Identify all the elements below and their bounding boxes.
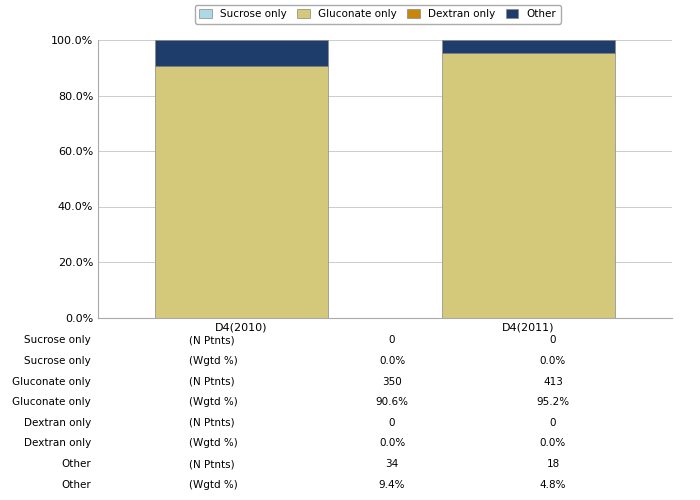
Text: Dextran only: Dextran only	[24, 418, 91, 428]
Text: 0: 0	[389, 418, 396, 428]
Text: 413: 413	[543, 376, 563, 386]
Text: (N Ptnts): (N Ptnts)	[189, 418, 234, 428]
Bar	[155, 66, 328, 318]
Text: 0.0%: 0.0%	[379, 356, 405, 366]
Text: 0: 0	[550, 336, 556, 345]
Bar	[442, 54, 615, 318]
Text: (N Ptnts): (N Ptnts)	[189, 459, 234, 469]
Text: 350: 350	[382, 376, 402, 386]
Text: 0.0%: 0.0%	[540, 438, 566, 448]
Text: (Wgtd %): (Wgtd %)	[189, 480, 238, 490]
Text: 95.2%: 95.2%	[536, 397, 570, 407]
Text: (Wgtd %): (Wgtd %)	[189, 397, 238, 407]
Text: Sucrose only: Sucrose only	[25, 356, 91, 366]
Text: Gluconate only: Gluconate only	[13, 397, 91, 407]
Text: (N Ptnts): (N Ptnts)	[189, 376, 234, 386]
Text: 90.6%: 90.6%	[375, 397, 409, 407]
Text: 0.0%: 0.0%	[540, 356, 566, 366]
Legend: Sucrose only, Gluconate only, Dextran only, Other: Sucrose only, Gluconate only, Dextran on…	[195, 5, 561, 24]
Text: (N Ptnts): (N Ptnts)	[189, 336, 234, 345]
Bar	[442, 40, 615, 54]
Text: (Wgtd %): (Wgtd %)	[189, 356, 238, 366]
Text: Other: Other	[62, 459, 91, 469]
Text: 9.4%: 9.4%	[379, 480, 405, 490]
Bar	[155, 40, 328, 66]
Text: 0.0%: 0.0%	[379, 438, 405, 448]
Text: 34: 34	[386, 459, 398, 469]
Text: 4.8%: 4.8%	[540, 480, 566, 490]
Text: Other: Other	[62, 480, 91, 490]
Text: Sucrose only: Sucrose only	[25, 336, 91, 345]
Text: Dextran only: Dextran only	[24, 438, 91, 448]
Text: 0: 0	[550, 418, 556, 428]
Text: (Wgtd %): (Wgtd %)	[189, 438, 238, 448]
Text: Gluconate only: Gluconate only	[13, 376, 91, 386]
Text: 0: 0	[389, 336, 396, 345]
Text: 18: 18	[547, 459, 559, 469]
